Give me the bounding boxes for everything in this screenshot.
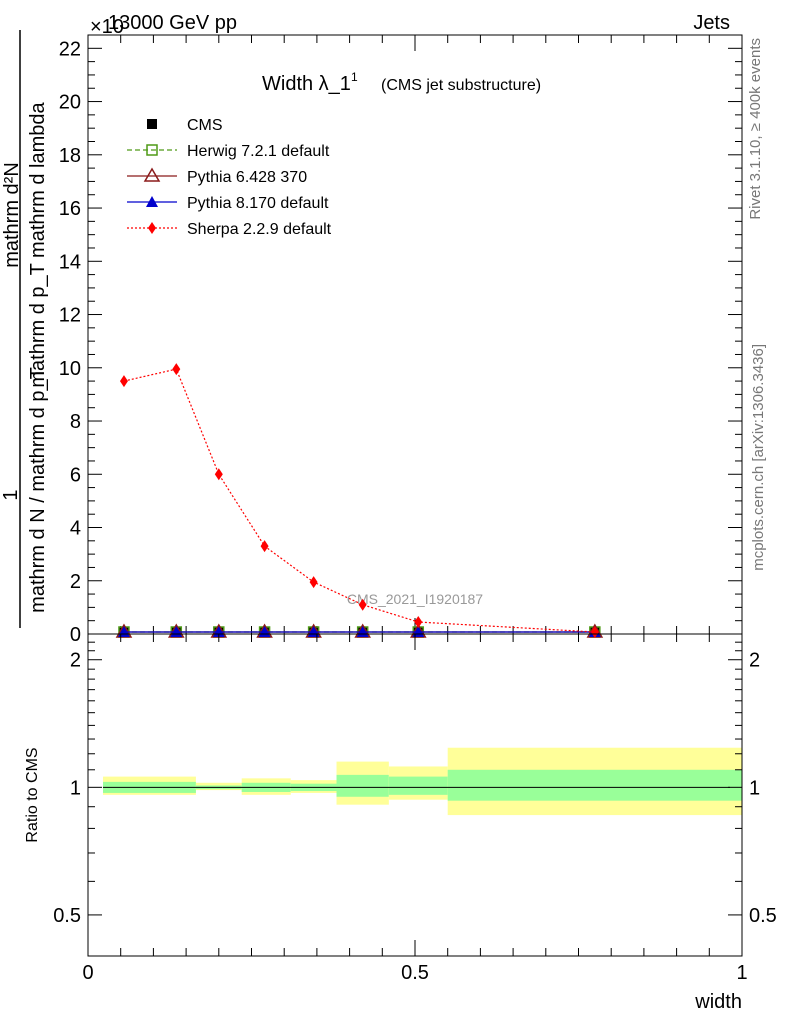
ratio-y-label: Ratio to CMS <box>24 747 41 842</box>
ylabel-numerator-2: mathrm d p_T mathrm d lambda <box>27 101 49 387</box>
ratio-y-tick-label: 2 <box>70 650 81 672</box>
legend-marker <box>148 222 156 234</box>
ratio-y-ticks: 0.5 0.5 1 1 2 2 <box>53 641 777 927</box>
chart-title-sup: 1 <box>351 70 358 84</box>
main-plot-panel: 0 2 4 6 8 10 12 14 16 18 20 22 CMS_2021_I1920187 Wi… <box>59 34 743 646</box>
ratio-uncertainty-bands <box>103 747 742 816</box>
ratio-y-tick-label: 1 <box>70 777 81 799</box>
ratio-x-ticks: 0 0.5 1 <box>82 634 748 984</box>
x-tick-label: 0 <box>82 962 93 984</box>
main-y-tick-label: 20 <box>59 92 81 114</box>
main-y-tick-label: 8 <box>70 411 81 433</box>
data-point <box>358 598 367 611</box>
watermark: CMS_2021_I1920187 <box>347 591 483 607</box>
main-y-tick-label: 2 <box>70 571 81 593</box>
legend-label: Pythia 8.170 default <box>187 195 329 212</box>
chart-title-main: Width λ_1 <box>262 73 351 95</box>
ylabel-denominator: mathrm d N / mathrm d p_T <box>27 367 49 613</box>
ratio-y-tick-label-right: 0.5 <box>749 905 777 927</box>
main-y-tick-label: 16 <box>59 198 81 220</box>
data-point <box>590 626 599 638</box>
legend-label: CMS <box>187 117 223 134</box>
x-axis-label: width <box>694 991 742 1013</box>
legend-marker <box>147 119 157 129</box>
data-point <box>119 375 128 388</box>
mcplots-label: mcplots.cern.ch [arXiv:1306.3436] <box>750 344 767 571</box>
legend-label: Herwig 7.2.1 default <box>187 143 330 160</box>
legend-marker <box>143 167 161 182</box>
rivet-label: Rivet 3.1.10, ≥ 400k events <box>747 38 764 220</box>
main-y-axis-label: 1 mathrm d²N mathrm d p_T mathrm d lambd… <box>0 30 49 628</box>
header-left: 13000 GeV pp <box>108 12 237 34</box>
ratio-y-tick-label: 0.5 <box>53 905 81 927</box>
legend-marker <box>146 196 158 207</box>
main-y-tick-label: 12 <box>59 305 81 327</box>
ratio-band-inner <box>447 769 742 801</box>
data-point <box>172 363 181 376</box>
data-point <box>214 468 223 481</box>
ratio-y-tick-label-right: 2 <box>749 650 760 672</box>
ratio-band-inner <box>388 776 448 795</box>
main-y-tick-label: 6 <box>70 464 81 486</box>
x-tick-label: 0.5 <box>401 962 429 984</box>
ratio-plot-panel: 0.5 0.51 12 2 0 0.5 1 Ratio to CMS width <box>24 633 777 1013</box>
main-y-tick-label: 22 <box>59 38 81 60</box>
main-y-tick-label: 18 <box>59 145 81 167</box>
header-right: Jets <box>693 12 730 34</box>
header-exponent: ×10 <box>90 16 124 38</box>
chart-title-note: (CMS jet substructure) <box>381 77 541 94</box>
chart-title: Width λ_11 <box>262 70 358 95</box>
ratio-y-tick-label-right: 1 <box>749 777 760 799</box>
data-point <box>260 540 269 553</box>
ratio-band-inner <box>336 774 389 797</box>
main-y-tick-label: 10 <box>59 358 81 380</box>
main-y-tick-label: 14 <box>59 251 81 273</box>
data-point <box>414 616 423 629</box>
main-y-ticks: 0 2 4 6 8 10 12 14 16 18 20 22 <box>59 34 742 646</box>
legend-label: Sherpa 2.2.9 default <box>187 221 332 238</box>
legend-label: Pythia 6.428 370 <box>187 169 307 186</box>
x-tick-label: 1 <box>736 962 747 984</box>
series-line <box>123 368 595 633</box>
ylabel-numerator-1: mathrm d²N <box>1 162 23 268</box>
ylabel-one: 1 <box>0 489 22 500</box>
legend-marker <box>146 144 158 156</box>
legend: CMS Herwig 7.2.1 default Pythia 6.428 370 P… <box>127 117 332 238</box>
main-y-tick-label: 0 <box>70 624 81 646</box>
main-y-tick-label: 4 <box>70 518 81 540</box>
data-point <box>309 576 318 589</box>
